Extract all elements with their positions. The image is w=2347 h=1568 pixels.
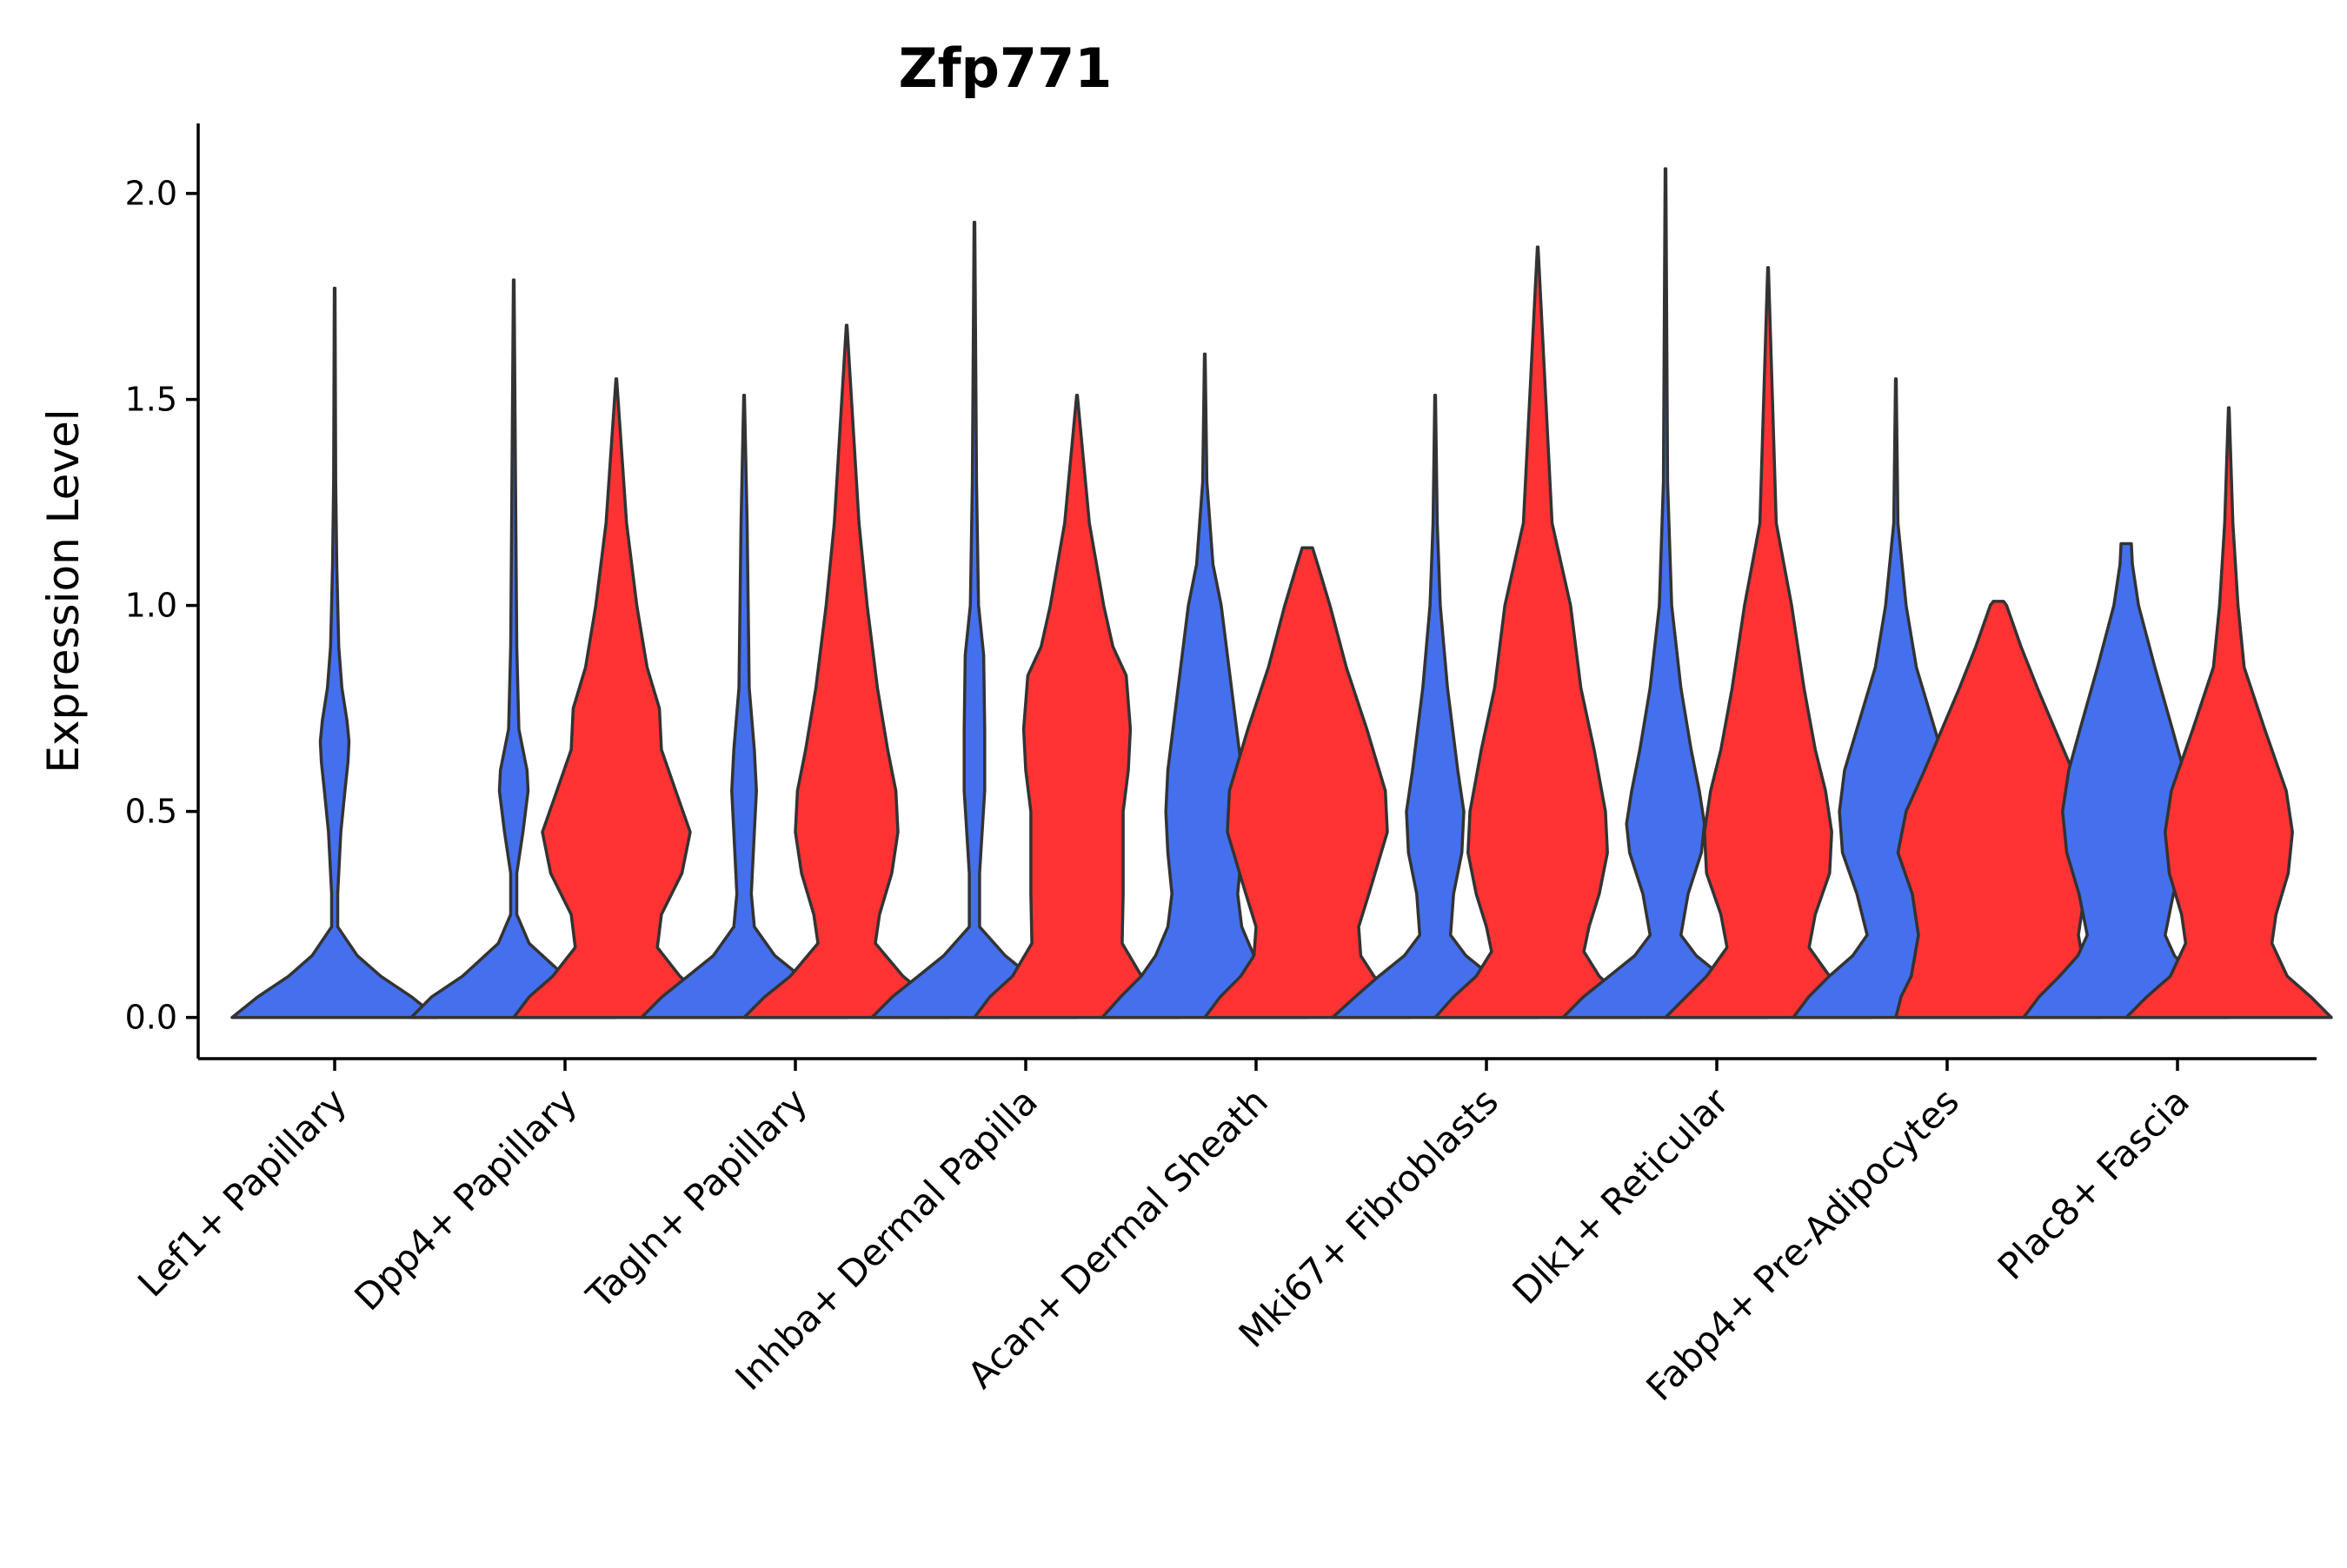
violin-acan-dermal-sheath-group-2 bbox=[1203, 546, 1412, 1020]
violin-layer bbox=[230, 167, 2333, 1020]
violin-plac8-fascia-group-1 bbox=[2022, 541, 2231, 1020]
y-tick-label: 1.0 bbox=[125, 587, 177, 625]
y-tick-label: 0.5 bbox=[125, 793, 177, 831]
violin-acan-dermal-sheath-group-1 bbox=[1100, 352, 1309, 1020]
violin-dlk1-reticular-group-1 bbox=[1561, 167, 1770, 1020]
violin-tagln-papillary-group-2 bbox=[742, 323, 951, 1020]
violin-lef1-papillary-group-1 bbox=[230, 286, 439, 1020]
x-tick-label: Dpp4+ Papillary bbox=[346, 1080, 585, 1319]
violin-dpp4-papillary-group-1 bbox=[409, 278, 618, 1020]
y-tick-label: 2.0 bbox=[125, 175, 177, 213]
violin-dpp4-papillary-group-2 bbox=[512, 377, 721, 1020]
x-tick-label: Dlk1+ Reticular bbox=[1505, 1080, 1738, 1312]
violin-mki67-fibroblasts-group-2 bbox=[1433, 245, 1642, 1020]
x-tick-label: Plac8+ Fascia bbox=[1990, 1080, 2197, 1287]
y-tick-label: 0.0 bbox=[125, 999, 177, 1037]
violin-inhba-dermal-papilla-group-2 bbox=[973, 394, 1181, 1020]
x-tick-label: Tagln+ Papillary bbox=[578, 1080, 815, 1317]
violin-plac8-fascia-group-2 bbox=[2124, 406, 2333, 1020]
chart-title: Zfp771 bbox=[899, 37, 1113, 100]
y-tick-label: 1.5 bbox=[125, 381, 177, 419]
violin-tagln-papillary-group-1 bbox=[640, 394, 848, 1020]
axes-layer bbox=[186, 123, 2317, 1071]
x-tick-label: Lef1+ Papillary bbox=[130, 1080, 355, 1305]
violin-dlk1-reticular-group-2 bbox=[1664, 266, 1872, 1020]
y-axis-title: Expression Level bbox=[38, 409, 89, 773]
violin-inhba-dermal-papilla-group-1 bbox=[870, 221, 1079, 1020]
violin-mki67-fibroblasts-group-1 bbox=[1331, 394, 1539, 1020]
x-tick-label: Mki67+ Fibroblasts bbox=[1231, 1080, 1506, 1355]
